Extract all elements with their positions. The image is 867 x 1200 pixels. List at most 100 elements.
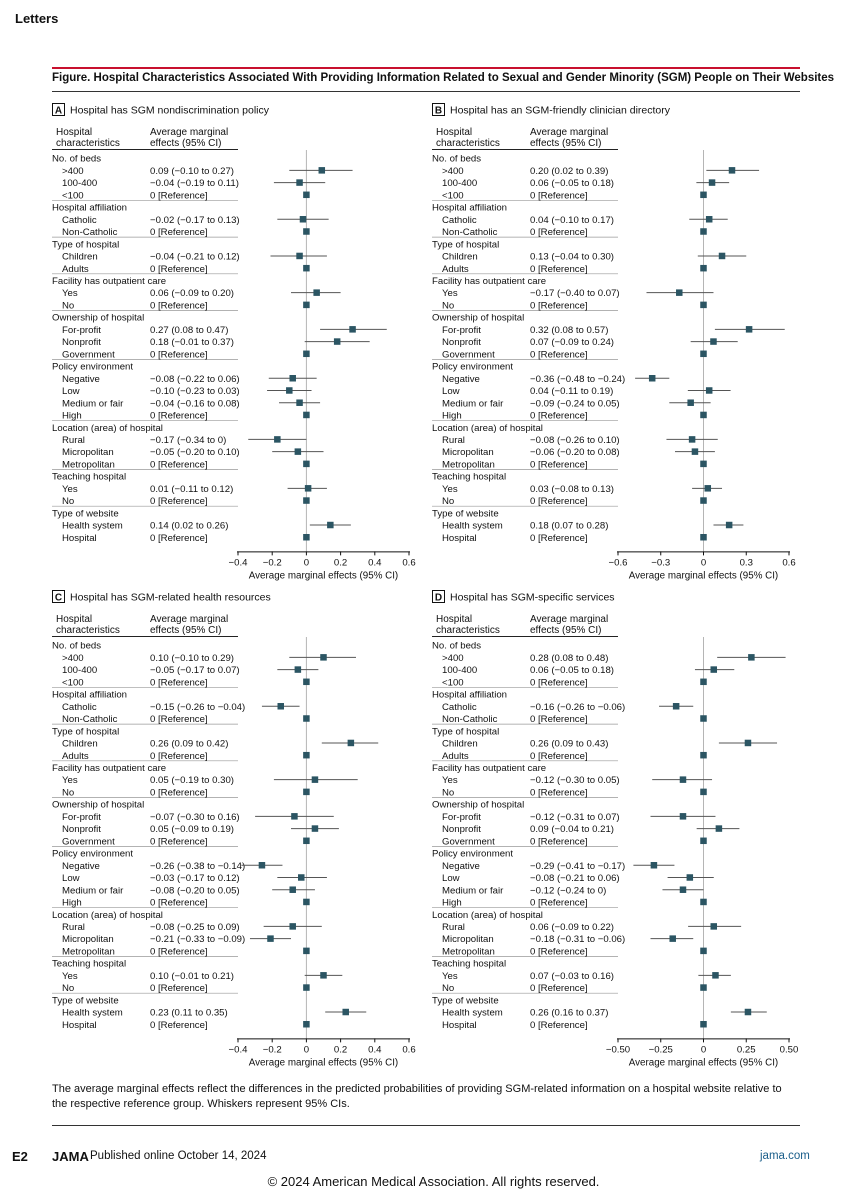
effect-estimate-text: 0.23 (0.11 to 0.35) (150, 1008, 228, 1019)
point-estimate-marker (700, 191, 707, 199)
point-estimate-marker (700, 678, 707, 686)
row-label: Rural (62, 922, 85, 933)
effect-estimate-text: 0.28 (0.08 to 0.48) (530, 653, 608, 664)
row-label: Children (442, 252, 478, 263)
column-header-characteristics: Hospital (56, 127, 92, 138)
column-header-characteristics: characteristics (436, 625, 500, 636)
row-label: Rural (62, 435, 85, 446)
point-estimate-marker (679, 813, 687, 820)
group-label: No. of beds (432, 154, 481, 165)
effect-estimate-text: 0.20 (0.02 to 0.39) (530, 166, 608, 177)
effect-estimate-text: −0.03 (−0.17 to 0.12) (150, 873, 240, 884)
effect-estimate-text: 0.04 (−0.10 to 0.17) (530, 215, 614, 226)
group-label: Facility has outpatient care (432, 763, 546, 774)
row-label: Government (442, 836, 495, 847)
row-label: High (62, 898, 82, 909)
row-label: Non-Catholic (442, 227, 498, 238)
point-estimate-marker (700, 497, 707, 504)
section-label: Letters (15, 11, 59, 26)
row-label: Government (62, 349, 115, 360)
row-label: Negative (442, 861, 480, 872)
row-label: Health system (442, 521, 503, 532)
effect-estimate-text: −0.10 (−0.23 to 0.03) (150, 386, 240, 397)
point-estimate-marker (687, 399, 694, 406)
panel-letter-box (52, 103, 65, 116)
row-label: Non-Catholic (62, 227, 118, 238)
row-label: No (442, 496, 454, 507)
effect-estimate-text: −0.12 (−0.24 to 0) (530, 885, 606, 896)
column-header-effects: effects (95% CI) (530, 625, 602, 636)
row-label: <100 (62, 677, 84, 688)
row-label: Children (62, 252, 98, 263)
effect-estimate-text: 0.06 (−0.05 to 0.18) (530, 665, 614, 676)
effect-estimate-text: 0.26 (0.09 to 0.42) (150, 739, 228, 750)
point-estimate-marker (700, 1020, 707, 1028)
row-label: Health system (62, 521, 123, 532)
effect-estimate-text: −0.08 (−0.21 to 0.06) (530, 873, 620, 884)
x-tick-label: 0.6 (782, 557, 795, 568)
row-label: Non-Catholic (62, 714, 118, 725)
effect-estimate-text: −0.12 (−0.30 to 0.05) (530, 775, 620, 786)
journal-site-link[interactable]: jama.com (760, 1150, 810, 1162)
point-estimate-marker (710, 923, 718, 930)
x-tick-label: 0.2 (334, 1044, 347, 1055)
row-label: Low (442, 873, 460, 884)
effect-estimate-text: 0.26 (0.16 to 0.37) (530, 1008, 608, 1019)
effect-estimate-text: 0 [Reference] (150, 300, 208, 311)
effect-estimate-text: 0.06 (−0.09 to 0.20) (150, 288, 234, 299)
row-label: Hospital (442, 533, 477, 544)
effect-estimate-text: −0.17 (−0.34 to 0) (150, 435, 226, 446)
row-label: Adults (442, 264, 469, 275)
row-label: No (442, 983, 454, 994)
group-label: No. of beds (52, 154, 101, 165)
panel-title: Hospital has SGM nondiscrimination polic… (70, 105, 270, 117)
effect-estimate-text: 0 [Reference] (150, 714, 208, 725)
point-estimate-marker (700, 411, 707, 419)
panel-title: Hospital has SGM-specific services (450, 592, 615, 604)
point-estimate-marker (700, 264, 707, 272)
point-estimate-marker (700, 228, 707, 235)
row-label: >400 (442, 653, 464, 664)
effect-estimate-text: 0 [Reference] (150, 349, 208, 360)
effect-estimate-text: 0 [Reference] (150, 496, 208, 507)
effect-estimate-text: 0.05 (−0.19 to 0.30) (150, 775, 234, 786)
effect-estimate-text: 0 [Reference] (530, 946, 588, 957)
effect-estimate-text: 0.13 (−0.04 to 0.30) (530, 252, 614, 263)
row-label: >400 (62, 166, 84, 177)
effect-estimate-text: 0 [Reference] (530, 459, 588, 470)
row-label: High (62, 411, 82, 422)
effect-estimate-text: 0.18 (−0.01 to 0.37) (150, 337, 234, 348)
effect-estimate-text: 0 [Reference] (530, 677, 588, 688)
effect-estimate-text: 0 [Reference] (150, 190, 208, 201)
column-header-effects: Average marginal (150, 614, 228, 625)
group-label: Ownership of hospital (52, 800, 144, 811)
panel-title: Hospital has SGM-related health resource… (70, 592, 271, 604)
x-tick-label: −0.2 (263, 1044, 282, 1055)
effect-estimate-text: 0 [Reference] (530, 496, 588, 507)
point-estimate-marker (700, 460, 707, 468)
row-label: Negative (442, 374, 480, 385)
point-estimate-marker (648, 375, 656, 382)
point-estimate-marker (342, 1008, 349, 1016)
point-estimate-marker (700, 751, 707, 759)
point-estimate-marker (679, 886, 687, 893)
group-label: Hospital affiliation (432, 203, 507, 214)
point-estimate-marker (700, 898, 707, 906)
effect-estimate-text: −0.17 (−0.40 to 0.07) (530, 288, 620, 299)
point-estimate-marker (291, 813, 298, 820)
point-estimate-marker (708, 179, 716, 186)
x-tick-label: 0.4 (368, 1044, 382, 1055)
group-label: Location (area) of hospital (432, 423, 543, 434)
row-label: Catholic (442, 702, 477, 713)
effect-estimate-text: 0 [Reference] (150, 411, 208, 422)
row-label: No (62, 496, 74, 507)
point-estimate-marker (303, 411, 310, 419)
group-label: No. of beds (52, 641, 101, 652)
group-label: Type of hospital (432, 239, 499, 250)
point-estimate-marker (745, 326, 753, 333)
effect-estimate-text: −0.08 (−0.25 to 0.09) (150, 922, 240, 933)
point-estimate-marker (313, 289, 320, 296)
row-label: Negative (62, 374, 100, 385)
point-estimate-marker (700, 947, 707, 955)
row-label: No (62, 787, 74, 798)
